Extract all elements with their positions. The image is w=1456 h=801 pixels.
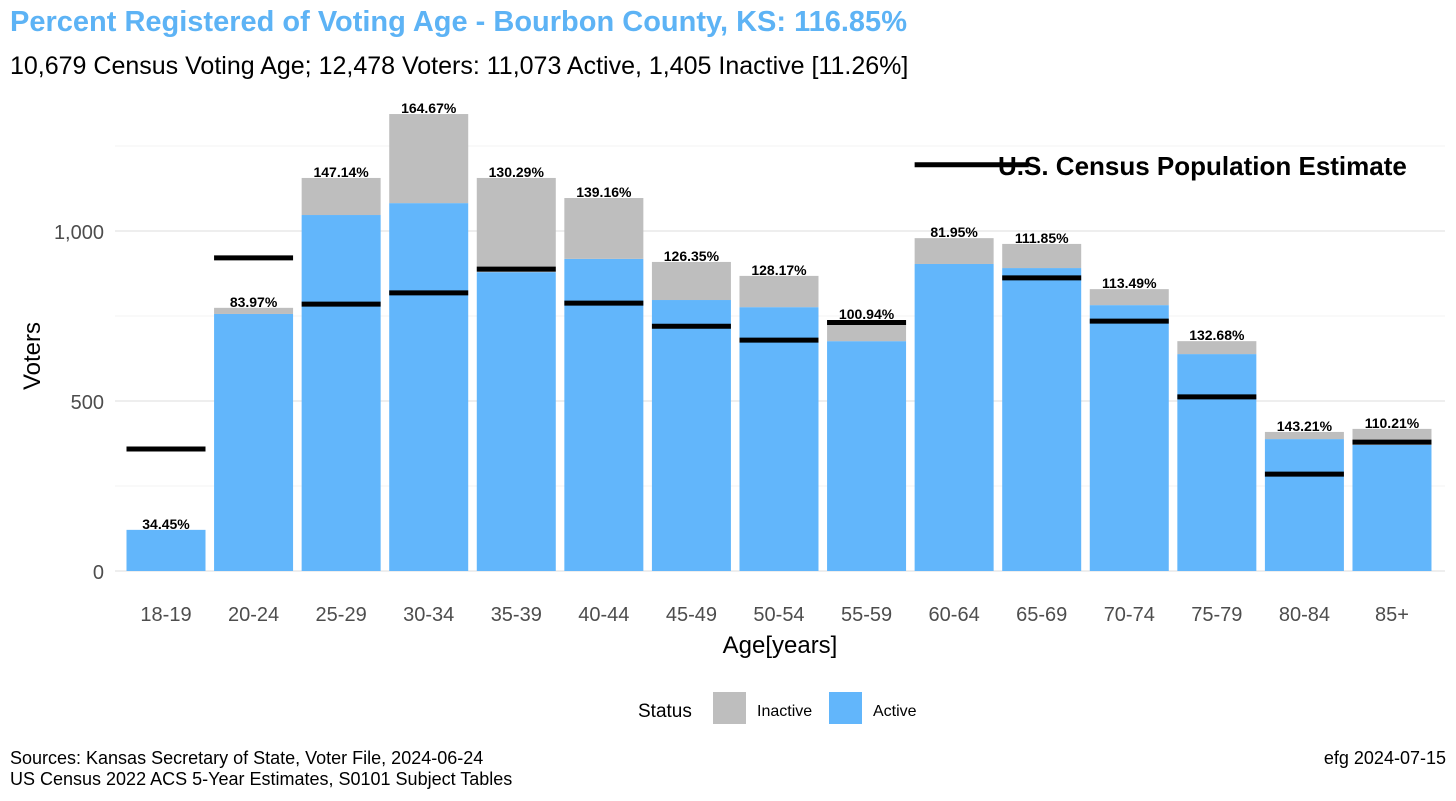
percent-label: 143.21%	[1277, 418, 1333, 434]
bar-active	[914, 263, 994, 571]
source-line: Sources: Kansas Secretary of State, Vote…	[10, 748, 484, 768]
census-annotation: U.S. Census Population Estimate	[998, 151, 1407, 181]
bar-inactive	[739, 275, 819, 308]
bar-inactive	[1002, 243, 1082, 269]
y-tick-label: 0	[93, 562, 104, 584]
bar-active	[476, 272, 556, 571]
percent-label: 81.95%	[930, 224, 978, 240]
x-tick-label: 30-34	[403, 604, 454, 626]
credit: efg 2024-07-15	[1323, 748, 1446, 768]
percent-label: 34.45%	[142, 516, 190, 532]
bar-inactive	[827, 320, 907, 342]
bar-active	[214, 313, 294, 571]
x-tick-label: 70-74	[1104, 604, 1155, 626]
percent-label: 113.49%	[1102, 275, 1157, 291]
legend: Status Inactive Active	[638, 692, 917, 724]
bar-inactive	[651, 261, 731, 301]
y-axis-title: Voters	[19, 322, 46, 390]
x-tick-label: 25-29	[316, 604, 367, 626]
x-tick-label: 55-59	[841, 604, 892, 626]
bar-inactive	[914, 238, 994, 264]
bar-active	[1177, 354, 1257, 571]
bar-active	[1264, 439, 1344, 571]
legend-label-active: Active	[873, 703, 917, 720]
legend-title: Status	[638, 701, 692, 722]
x-tick-label: 60-64	[929, 604, 980, 626]
bar-active	[389, 203, 469, 571]
percent-label: 126.35%	[664, 248, 720, 264]
percent-label: 111.85%	[1015, 230, 1069, 246]
legend-swatch-active	[829, 692, 862, 724]
percent-label: 132.68%	[1189, 327, 1245, 343]
sources: Sources: Kansas Secretary of State, Vote…	[10, 748, 512, 790]
percent-label: 164.67%	[401, 100, 457, 116]
percent-label: 130.29%	[489, 164, 545, 180]
x-tick-label: 35-39	[491, 604, 542, 626]
bar-inactive	[564, 198, 644, 259]
bar-inactive	[1177, 341, 1257, 355]
bar-inactive	[214, 307, 294, 314]
bar-active	[1089, 305, 1169, 571]
percent-label: 147.14%	[313, 164, 369, 180]
bar-active	[564, 258, 644, 571]
bar-active	[126, 529, 206, 571]
x-tick-label: 45-49	[666, 604, 717, 626]
bar-inactive	[1264, 431, 1344, 440]
bar-active	[1002, 268, 1082, 571]
y-tick-label: 1,000	[54, 222, 104, 244]
chart-subtitle: 10,679 Census Voting Age; 12,478 Voters:…	[10, 52, 909, 80]
x-axis-title: Age[years]	[723, 632, 838, 659]
bar-active	[651, 300, 731, 571]
x-tick-label: 50-54	[753, 604, 804, 626]
percent-label: 110.21%	[1365, 415, 1420, 431]
x-tick-label: 20-24	[228, 604, 279, 626]
x-tick-label: 85+	[1375, 604, 1409, 626]
percent-label: 100.94%	[839, 306, 895, 322]
bar-active	[301, 215, 381, 571]
source-line: US Census 2022 ACS 5-Year Estimates, S01…	[10, 769, 513, 789]
bar-inactive	[301, 177, 381, 216]
x-tick-label: 40-44	[578, 604, 629, 626]
bar-inactive	[476, 177, 556, 273]
legend-label-inactive: Inactive	[757, 703, 812, 720]
y-tick-label: 500	[71, 392, 104, 414]
bar-inactive	[1089, 289, 1169, 306]
bar-active	[1352, 444, 1432, 571]
x-tick-label: 80-84	[1279, 604, 1330, 626]
bar-active	[739, 307, 819, 571]
legend-swatch-inactive	[713, 692, 746, 724]
chart-title: Percent Registered of Voting Age - Bourb…	[10, 6, 907, 38]
percent-label: 139.16%	[576, 184, 632, 200]
x-tick-label: 18-19	[140, 604, 191, 626]
bar-inactive	[389, 114, 469, 204]
percent-label: 83.97%	[230, 294, 278, 310]
percent-label: 128.17%	[751, 262, 807, 278]
bar-active	[827, 341, 907, 571]
x-tick-label: 75-79	[1191, 604, 1242, 626]
x-tick-label: 65-69	[1016, 604, 1067, 626]
